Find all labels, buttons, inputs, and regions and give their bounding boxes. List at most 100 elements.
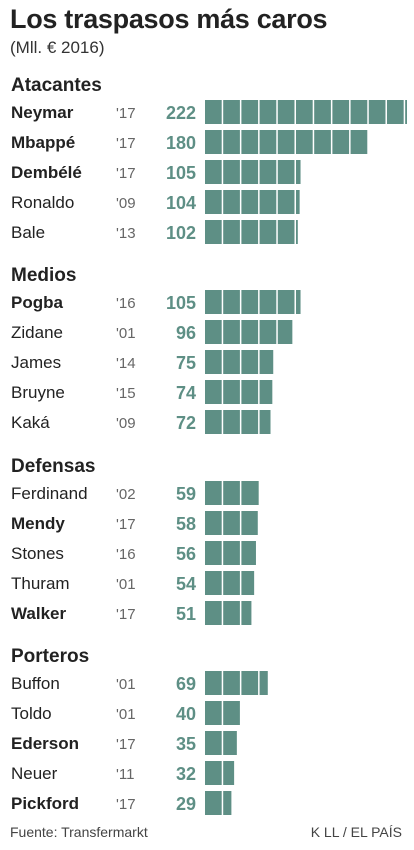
value-label: 29 [176,794,196,814]
bar-segment [205,791,222,815]
value-label: 56 [176,544,196,564]
bar-segment [205,290,222,314]
bar-segment [241,511,258,535]
credit-note: K LL / EL PAÍS [310,824,402,840]
value-label: 105 [166,163,196,183]
value-label: 96 [176,323,196,343]
player-name: Mbappé [11,133,75,152]
transfer-year: '09 [116,415,136,432]
transfer-year: '17 [116,606,136,623]
bar-segment [205,220,222,244]
value-label: 69 [176,674,196,694]
transfer-year: '11 [116,766,134,783]
bar-segment [223,571,240,595]
transfer-year: '01 [116,325,136,342]
player-name: Neymar [11,103,74,122]
bar-segment [205,541,222,565]
bar-segment [205,160,222,184]
bar-segment [205,350,222,374]
value-label: 105 [166,293,196,313]
player-name: Kaká [11,413,50,432]
bar-segment [295,130,313,154]
bar-segment [223,190,240,214]
bar-segment [332,100,350,124]
bar-segment [205,410,222,434]
transfer-year: '01 [116,706,136,723]
player-name: Pogba [11,293,63,312]
bar-segment [223,671,240,695]
bar-segment [223,601,240,625]
bar-segment [241,220,259,244]
bar-segment [314,100,331,124]
transfer-year: '17 [116,796,136,813]
bar-segment [350,100,368,124]
bar-segment [205,761,222,785]
bar-segment [277,160,295,184]
bar-segment [241,290,259,314]
value-label: 59 [176,484,196,504]
value-label: 102 [166,223,196,243]
bar-segment [277,320,293,344]
player-name: Ferdinand [11,484,88,503]
transfer-year: '02 [116,486,136,503]
value-label: 104 [166,193,196,213]
chart-subtitle: (Mll. € 2016) [10,38,105,57]
player-name: Ederson [11,734,79,753]
bar-segment [241,410,259,434]
transfer-year: '17 [116,105,136,122]
player-name: James [11,353,61,372]
bar-segment [205,701,222,725]
transfer-year: '17 [116,165,136,182]
transfer-year: '17 [116,736,136,753]
bar-segment [386,100,404,124]
bar-segment [259,671,268,695]
player-name: Stones [11,544,64,563]
transfer-year: '13 [116,225,136,242]
bar-segment [205,380,222,404]
bar-segment [241,190,259,214]
bar-segment [241,100,259,124]
player-name: Buffon [11,674,60,693]
bar-segment [295,190,300,214]
transfer-year: '01 [116,576,136,593]
player-name: Walker [11,604,67,623]
bar-segment [405,100,407,124]
bar-segment [259,160,277,184]
player-name: Bruyne [11,383,65,402]
value-label: 180 [166,133,196,153]
bar-segment [350,130,368,154]
value-label: 58 [176,514,196,534]
player-name: Dembélé [11,163,82,182]
bar-segment [241,160,259,184]
bar-segment [223,791,232,815]
bar-segment [205,671,222,695]
source-note: Fuente: Transfermarkt [10,824,148,840]
bar-segment [259,100,277,124]
bar-segment [241,320,259,344]
bar-segment [223,320,240,344]
bar-segment [368,100,386,124]
bar-segment [223,130,240,154]
bar-segment [277,190,295,214]
bar-segment [223,731,237,755]
bar-segment [295,160,301,184]
bar-segment [223,380,240,404]
bar-segment [223,541,240,565]
bar-segment [314,130,331,154]
player-name: Bale [11,223,45,242]
group-title: Medios [11,265,76,286]
transfer-year: '17 [116,135,136,152]
value-label: 35 [176,734,196,754]
player-name: Pickford [11,794,79,813]
bar-segment [259,380,273,404]
transfer-year: '16 [116,546,136,563]
player-name: Thuram [11,574,70,593]
bar-segment [277,290,295,314]
bar-segment [223,350,240,374]
bar-segment [259,350,274,374]
value-label: 222 [166,103,196,123]
value-label: 75 [176,353,196,373]
bar-segment [241,130,259,154]
transfer-year: '15 [116,385,136,402]
